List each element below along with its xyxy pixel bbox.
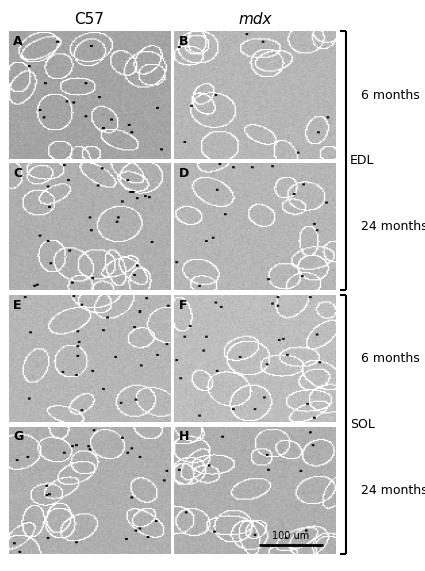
Text: D: D xyxy=(178,167,189,180)
Text: 24 months: 24 months xyxy=(361,220,425,234)
Text: A: A xyxy=(13,35,23,48)
Text: C57: C57 xyxy=(74,12,105,27)
Text: G: G xyxy=(13,431,24,444)
Text: C: C xyxy=(13,167,23,180)
Text: mdx: mdx xyxy=(238,12,272,27)
Text: 6 months: 6 months xyxy=(361,89,420,102)
Text: 6 months: 6 months xyxy=(361,352,420,365)
Text: 24 months: 24 months xyxy=(361,484,425,497)
Text: B: B xyxy=(178,35,188,48)
Text: F: F xyxy=(178,299,187,312)
Text: H: H xyxy=(178,431,189,444)
Text: SOL: SOL xyxy=(350,418,375,431)
Text: 100 um: 100 um xyxy=(272,531,310,541)
Text: E: E xyxy=(13,299,22,312)
Text: EDL: EDL xyxy=(350,154,374,167)
